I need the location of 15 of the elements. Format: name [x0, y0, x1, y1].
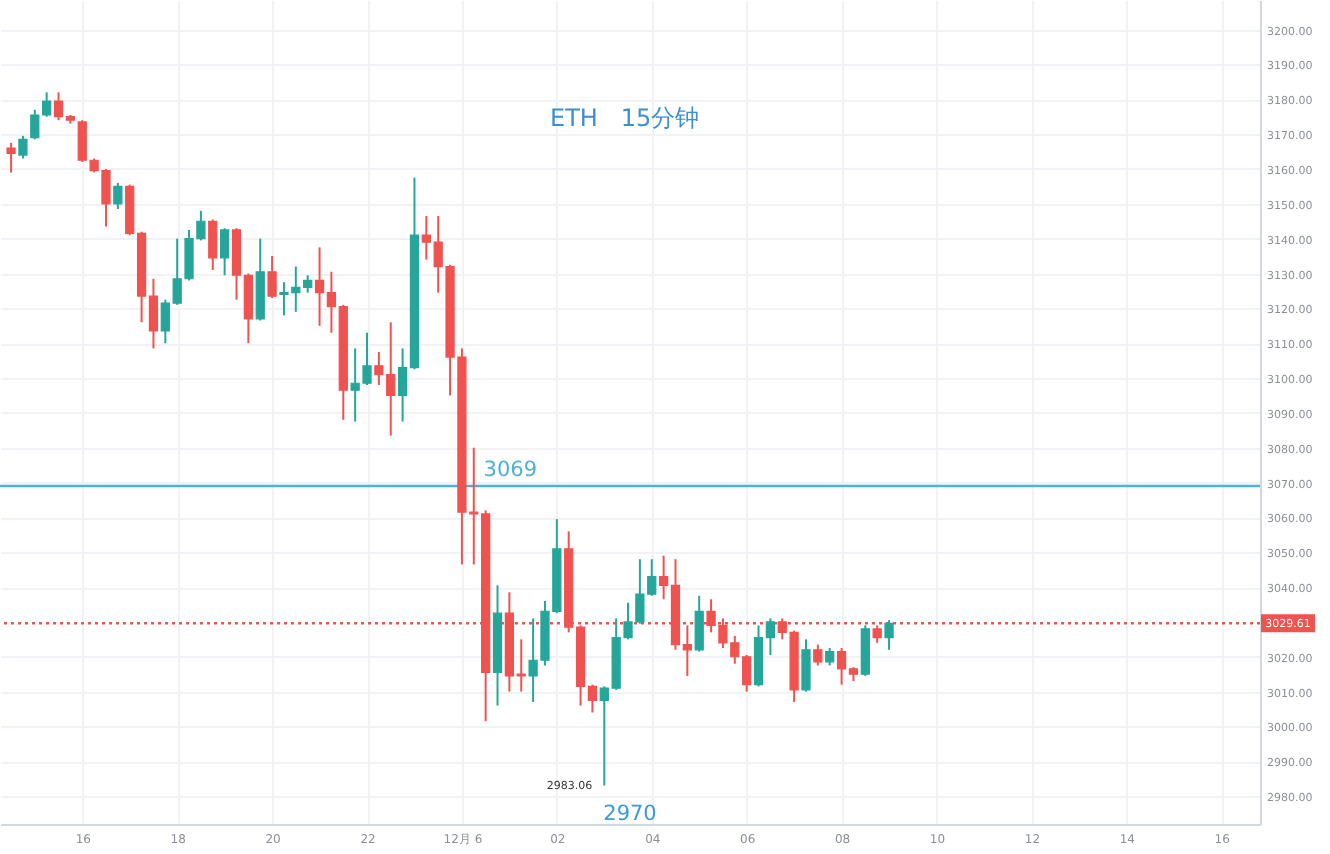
candlestick: [884, 619, 894, 651]
text: ETH 15分钟: [550, 104, 700, 132]
candlestick: [267, 255, 277, 299]
candlestick: [220, 227, 230, 277]
candlestick: [801, 638, 811, 693]
candlestick: [813, 643, 823, 667]
candlestick: [694, 594, 704, 653]
candlestick: [113, 181, 123, 211]
candlestick: [208, 218, 218, 272]
candlestick: [255, 237, 265, 322]
candlestick: [18, 134, 28, 160]
annotation: 2970: [603, 802, 657, 826]
candlestick: [6, 141, 16, 174]
ref-line-label: 3069: [483, 458, 538, 483]
candlestick: [860, 624, 870, 677]
